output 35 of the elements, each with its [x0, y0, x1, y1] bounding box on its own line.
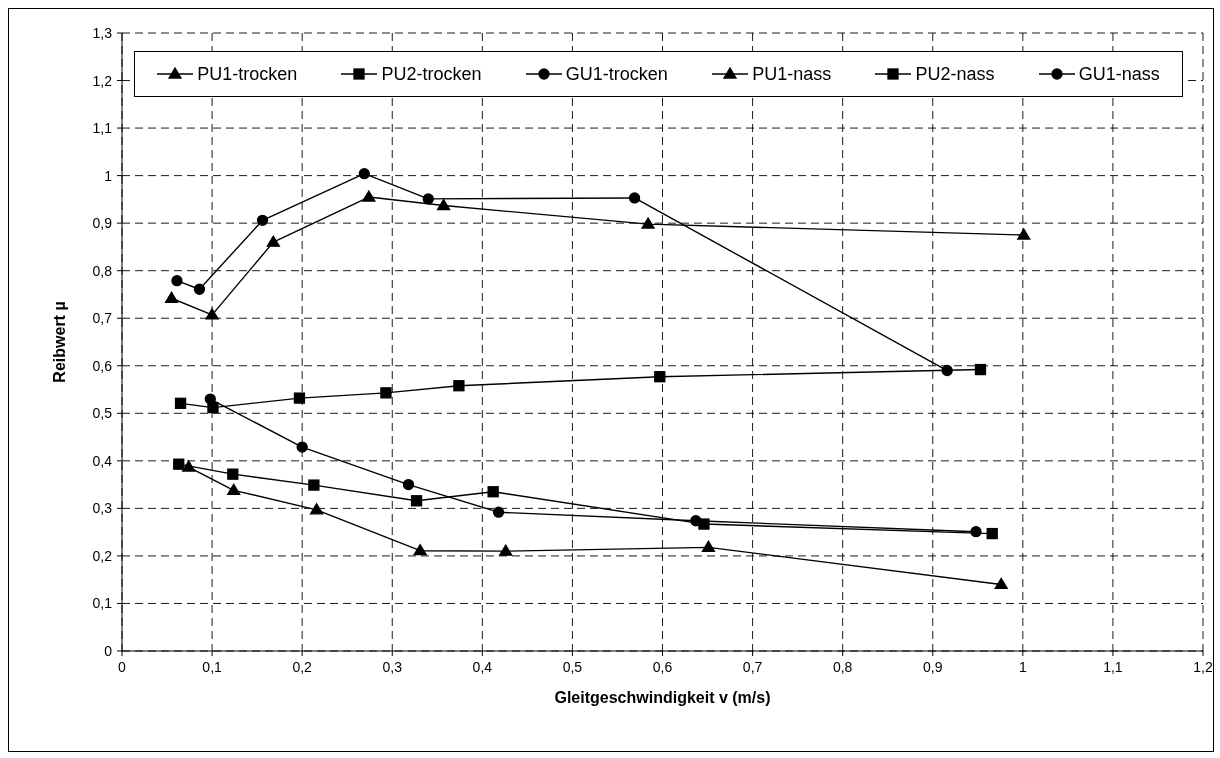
x-tick-label: 0,1: [202, 659, 223, 675]
y-axis-title: Reibwert µ: [50, 301, 68, 383]
y-tick-label: 1,3: [92, 25, 113, 41]
y-tick-label: 0,3: [92, 500, 113, 517]
x-axis-title: Gleitgeschwindigkeit v (m/s): [554, 689, 771, 706]
y-tick-label: 1,1: [92, 120, 113, 137]
x-tick-label: 0,2: [292, 659, 313, 675]
y-tick-label: 0,6: [92, 357, 113, 374]
y-tick-label: 0,1: [92, 595, 113, 612]
y-tick-label: 0: [104, 643, 113, 659]
x-tick-label: 0,6: [652, 659, 673, 675]
legend-label: PU1-nass: [752, 63, 832, 85]
x-tick-label: 0,7: [742, 659, 763, 675]
legend-label: PU1-trocken: [197, 63, 298, 85]
y-tick-label: 1: [104, 167, 113, 184]
x-tick-label: 1,1: [1103, 659, 1123, 675]
x-tick-label: 0,8: [832, 659, 853, 675]
x-tick-label: 0: [118, 659, 127, 675]
y-tick-label: 1,2: [92, 72, 113, 89]
y-tick-label: 0,8: [92, 262, 113, 279]
x-tick-label: 1: [1018, 659, 1027, 675]
x-tick-label: 0,3: [382, 659, 403, 675]
y-tick-label: 0,9: [92, 215, 113, 232]
y-tick-label: 0,2: [92, 547, 113, 564]
y-tick-label: 0,5: [92, 405, 113, 422]
x-tick-label: 0,9: [923, 659, 943, 675]
x-tick-label: 0,5: [562, 659, 583, 675]
legend-label: PU2-nass: [915, 63, 995, 85]
y-tick-label: 0,4: [92, 452, 113, 469]
legend-label: GU1-trocken: [565, 63, 668, 85]
legend-label: PU2-trocken: [381, 63, 482, 85]
y-tick-label: 0,7: [92, 310, 113, 327]
x-tick-label: 1,2: [1193, 659, 1213, 675]
x-tick-label: 0,4: [472, 659, 493, 675]
legend-label: GU1-nass: [1078, 63, 1160, 85]
